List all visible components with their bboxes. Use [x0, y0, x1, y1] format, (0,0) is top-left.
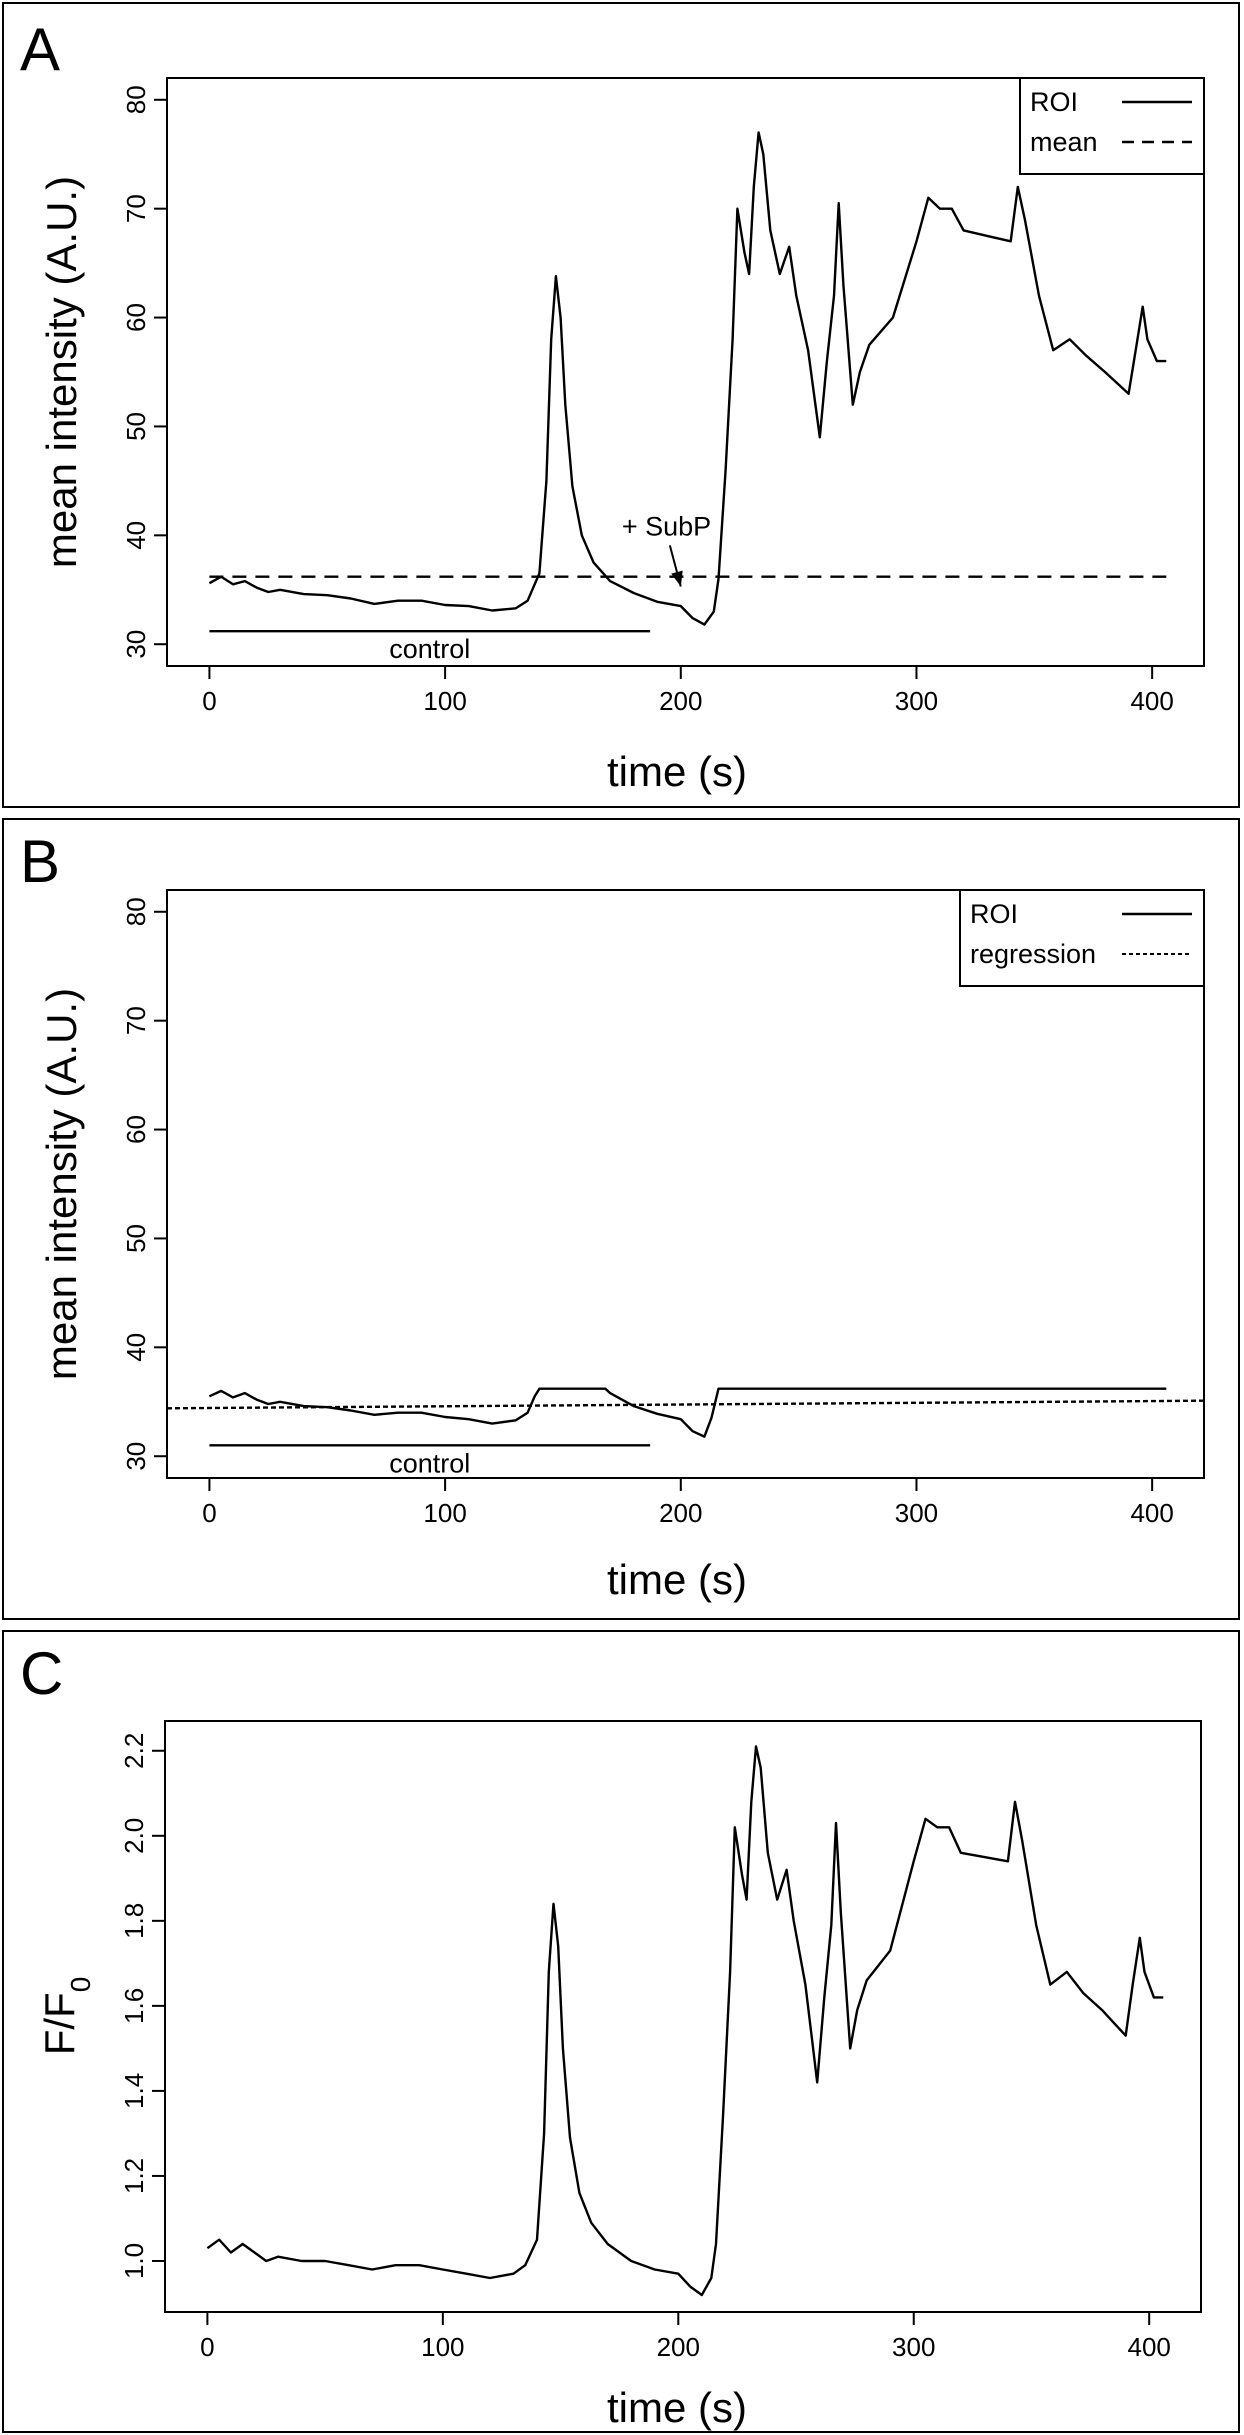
- subp-label: + SubP: [622, 511, 711, 541]
- x-tick-label: 0: [202, 686, 216, 716]
- panel-letter-c: C: [20, 1640, 63, 1707]
- plot-frame-a: [166, 77, 1205, 667]
- y-tick-label: 1.6: [119, 1988, 149, 2024]
- x-tick-label: 300: [895, 686, 938, 716]
- x-tick-label: 100: [423, 686, 466, 716]
- panel-c: C 0 100 200 300 400 1.0 1.2 1.4 1.6 1.8 2.0 2.2 ti…: [2, 1630, 1240, 2433]
- plot-frame-c: [164, 1720, 1202, 2313]
- y-tick-label: 2.0: [119, 1818, 149, 1854]
- x-tick-label: 0: [202, 1498, 216, 1528]
- y-tick-label: 1.2: [119, 2158, 149, 2194]
- series-line-regression: [166, 1399, 1205, 1410]
- panel-letter-a: A: [20, 16, 60, 83]
- legend-label: regression: [970, 939, 1096, 969]
- panel-b: B 0 100 200 300 400 30 40 50 60 70 80 control ROI…: [2, 818, 1240, 1620]
- x-tick-label: 300: [895, 1498, 938, 1528]
- control-label: control: [389, 1448, 470, 1478]
- panel-a: A 0 100 200 300 400 30 40 50 60 70 80 control + Su…: [2, 2, 1240, 808]
- x-tick-label: 200: [657, 2332, 700, 2362]
- x-axis-title: time (s): [607, 1556, 747, 1603]
- y-tick-label: 60: [121, 303, 151, 332]
- y-axis-title: mean intensity (A.U.): [38, 176, 85, 568]
- x-tick-label: 200: [659, 1498, 702, 1528]
- x-tick-label: 100: [421, 2332, 464, 2362]
- legend-box: [1019, 77, 1205, 175]
- panel-letter-b: B: [20, 828, 60, 895]
- x-axis-title: time (s): [607, 2384, 747, 2431]
- x-tick-label: 0: [200, 2332, 214, 2362]
- y-tick-label: 40: [121, 1333, 151, 1362]
- x-axis-title: time (s): [607, 748, 747, 795]
- chart-c: C 0 100 200 300 400 1.0 1.2 1.4 1.6 1.8 2.0 2.2 ti…: [20, 1640, 1202, 2431]
- legend-label: mean: [1030, 127, 1098, 157]
- y-axis-title: mean intensity (A.U.): [38, 988, 85, 1380]
- series-line-roi: [208, 131, 1167, 626]
- control-label: control: [389, 634, 470, 664]
- y-tick-label: 40: [121, 521, 151, 550]
- series-line-f-f0: [206, 1745, 1164, 2297]
- y-tick-label: 70: [121, 1006, 151, 1035]
- y-tick-label: 2.2: [119, 1733, 149, 1769]
- chart-b: B 0 100 200 300 400 30 40 50 60 70 80 control ROI…: [20, 828, 1205, 1603]
- y-tick-label: 50: [121, 412, 151, 441]
- legend-label: ROI: [1030, 87, 1078, 117]
- y-tick-label: 1.0: [119, 2243, 149, 2279]
- y-tick-label: 1.4: [119, 2073, 149, 2109]
- y-axis-title: F/F0: [36, 1977, 96, 2056]
- y-tick-label: 80: [121, 897, 151, 926]
- y-tick-label: 1.8: [119, 1903, 149, 1939]
- legend-box: [959, 889, 1205, 987]
- subp-arrow-head: [671, 570, 683, 587]
- y-tick-label: 70: [121, 194, 151, 223]
- y-tick-label: 60: [121, 1115, 151, 1144]
- legend-label: ROI: [970, 899, 1018, 929]
- y-tick-label: 80: [121, 85, 151, 114]
- y-tick-label: 30: [121, 630, 151, 659]
- y-tick-label: 30: [121, 1442, 151, 1471]
- y-axis-subscript: 0: [65, 1977, 96, 1993]
- x-tick-label: 400: [1130, 686, 1173, 716]
- x-tick-label: 300: [892, 2332, 935, 2362]
- plot-frame-b: [166, 889, 1205, 1479]
- x-tick-label: 400: [1130, 1498, 1173, 1528]
- y-tick-label: 50: [121, 1224, 151, 1253]
- x-tick-label: 100: [423, 1498, 466, 1528]
- series-line-roi: [208, 1387, 1167, 1438]
- chart-a: A 0 100 200 300 400 30 40 50 60 70 80 control + Su…: [20, 16, 1205, 795]
- x-tick-label: 200: [659, 686, 702, 716]
- x-tick-label: 400: [1128, 2332, 1171, 2362]
